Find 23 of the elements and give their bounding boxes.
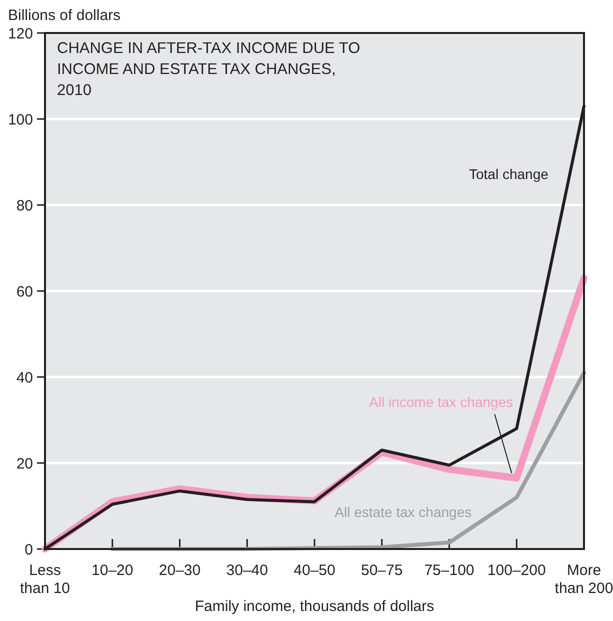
x-tick-label: 50–75 [361,562,403,579]
y-tick-label: 80 [16,197,33,214]
x-tick-label: 75–100 [424,562,474,579]
x-tick-label: 30–40 [226,562,268,579]
y-tick-label: 60 [16,283,33,300]
x-axis-title: Family income, thousands of dollars [194,598,434,615]
text: CHANGE IN AFTER-TAX INCOME DUE TO INCOME AND ESTATE TAX CHANGES, 2010 [57,40,360,99]
line-series [110,370,586,551]
y-tick-label: 120 [8,25,33,42]
y-tick-label: 20 [16,455,33,472]
x-tick-label: Less than 10 [20,562,70,597]
y-axis-title: Billions of dollars [8,7,121,24]
x-tick-label: 10–20 [92,562,134,579]
x-tick-label: More than 200 [554,562,613,597]
y-tick-label: 0 [24,541,33,558]
y-tick-label: 40 [16,369,33,386]
x-tick-label: 20–30 [158,562,201,579]
x-tick-label: 40–50 [294,562,336,579]
series-label: All income tax changes [369,394,513,410]
series-label: All estate tax changes [334,504,472,520]
x-tick-label: 100–200 [487,562,546,579]
y-tick-label: 100 [8,111,33,128]
series-label: Total change [469,166,549,182]
